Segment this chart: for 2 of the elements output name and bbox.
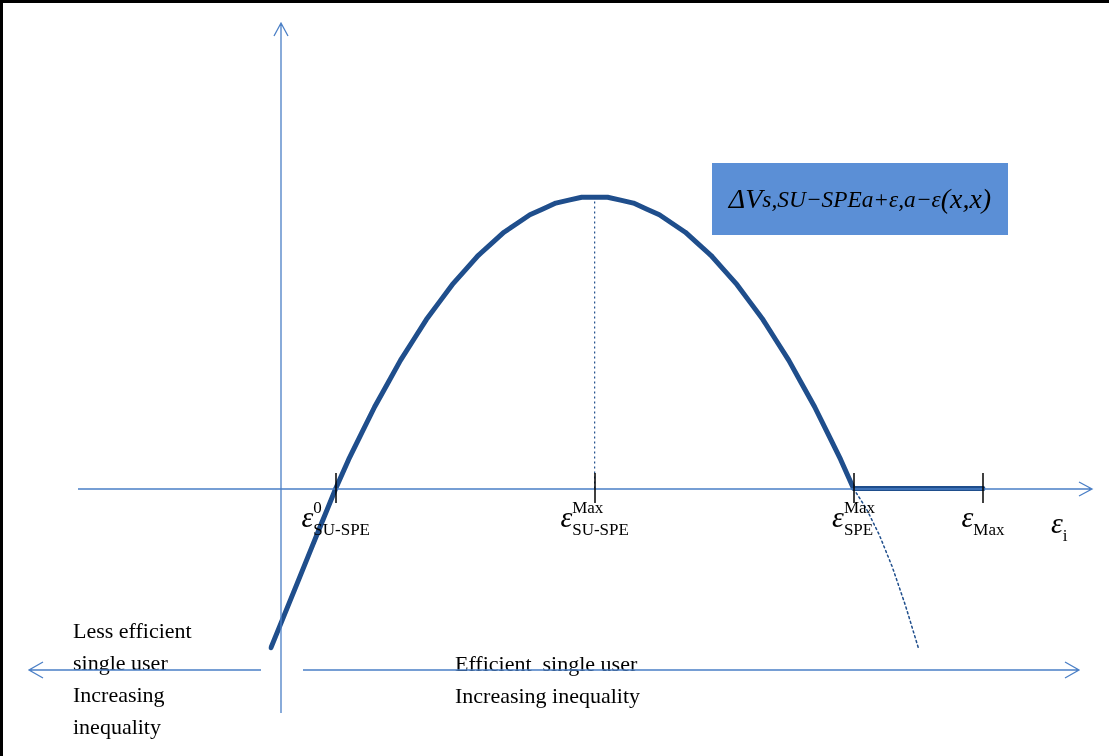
text: Less efficient single user Increasing inequality [73, 615, 192, 743]
text: Efficient single user Increasing inequality [455, 648, 641, 712]
